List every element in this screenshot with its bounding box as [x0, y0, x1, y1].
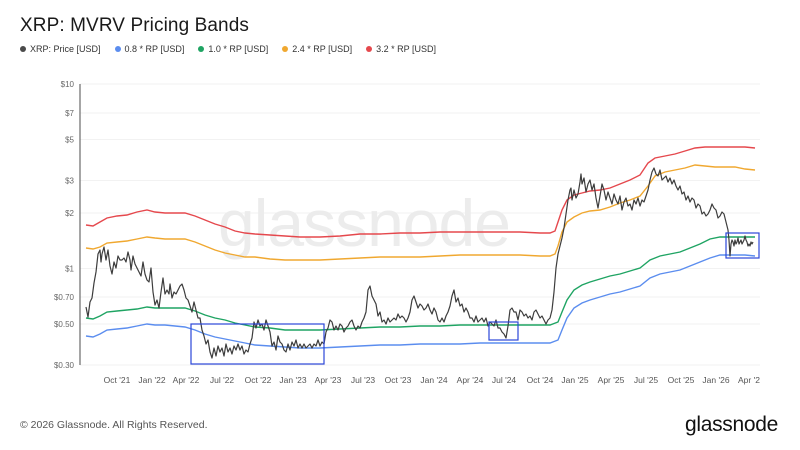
legend-label: 0.8 * RP [USD]	[124, 44, 185, 54]
series-1-0-rp-line	[85, 236, 755, 331]
x-tick: Jan '26	[702, 375, 729, 385]
x-tick: Jul '25	[634, 375, 659, 385]
legend-label: 3.2 * RP [USD]	[376, 44, 436, 54]
chart-title: XRP: MVRV Pricing Bands	[20, 15, 249, 36]
y-tick: $0.50	[54, 320, 75, 329]
x-tick: Jan '23	[279, 375, 306, 385]
x-tick: Apr '23	[315, 375, 342, 385]
y-tick: $1	[65, 265, 74, 274]
series-3-2-rp-line	[85, 146, 756, 238]
x-tick: Oct '21	[104, 375, 131, 385]
x-tick: Apr '2	[738, 375, 760, 385]
highlight-box-2024	[488, 321, 519, 341]
y-tick: $0.70	[54, 293, 75, 302]
copyright-text: © 2026 Glassnode. All Rights Reserved.	[20, 419, 208, 431]
gridlines	[80, 83, 760, 366]
legend-label: 2.4 * RP [USD]	[292, 44, 353, 54]
y-tick: $2	[65, 209, 74, 218]
legend-dot-icon	[198, 46, 205, 52]
series-price-line	[85, 167, 754, 359]
x-tick: Oct '24	[527, 375, 554, 385]
x-tick: Jan '22	[138, 375, 165, 385]
x-tick: Jul '22	[210, 375, 235, 385]
legend: XRP: Price [USD] 0.8 * RP [USD] 1.0 * RP…	[20, 44, 436, 54]
legend-item-0-8-rp[interactable]: 0.8 * RP [USD]	[114, 44, 185, 54]
legend-label: XRP: Price [USD]	[30, 44, 101, 54]
y-axis-ticks: $10 $7 $5 $3 $2 $1 $0.70 $0.50 $0.30	[54, 80, 75, 370]
x-tick: Jul '24	[492, 375, 517, 385]
legend-dot-icon	[114, 46, 121, 52]
series-0-8-rp-line	[85, 254, 756, 349]
y-tick: $3	[65, 177, 74, 186]
y-tick: $10	[61, 80, 75, 89]
legend-item-3-2-rp[interactable]: 3.2 * RP [USD]	[366, 44, 436, 54]
x-tick: Jan '24	[420, 375, 447, 385]
highlight-box-2026	[725, 232, 760, 259]
x-tick: Apr '22	[173, 375, 200, 385]
legend-item-1-0-rp[interactable]: 1.0 * RP [USD]	[198, 44, 268, 54]
chart-area[interactable]: glassnode $10 $7 $5 $3 $2 $1 $0.70 $0.50…	[0, 0, 800, 400]
highlight-box-2022	[190, 323, 325, 365]
y-tick: $0.30	[54, 361, 75, 370]
glassnode-logo: glassnode	[684, 413, 778, 436]
legend-item-price[interactable]: XRP: Price [USD]	[20, 44, 101, 54]
legend-dot-icon	[20, 46, 26, 52]
x-tick: Apr '25	[598, 375, 625, 385]
legend-label: 1.0 * RP [USD]	[208, 44, 269, 54]
x-tick: Oct '22	[245, 375, 272, 385]
legend-dot-icon	[282, 46, 289, 52]
x-tick: Jul '23	[351, 375, 376, 385]
watermark: glassnode	[218, 186, 510, 260]
legend-dot-icon	[366, 46, 373, 52]
legend-item-2-4-rp[interactable]: 2.4 * RP [USD]	[282, 44, 352, 54]
y-tick: $7	[65, 109, 74, 118]
x-tick: Apr '24	[457, 375, 484, 385]
x-tick: Oct '23	[385, 375, 412, 385]
x-tick: Oct '25	[668, 375, 695, 385]
x-axis-ticks: Oct '21 Jan '22 Apr '22 Jul '22 Oct '22 …	[104, 375, 761, 385]
y-tick: $5	[65, 136, 74, 145]
x-tick: Jan '25	[561, 375, 588, 385]
